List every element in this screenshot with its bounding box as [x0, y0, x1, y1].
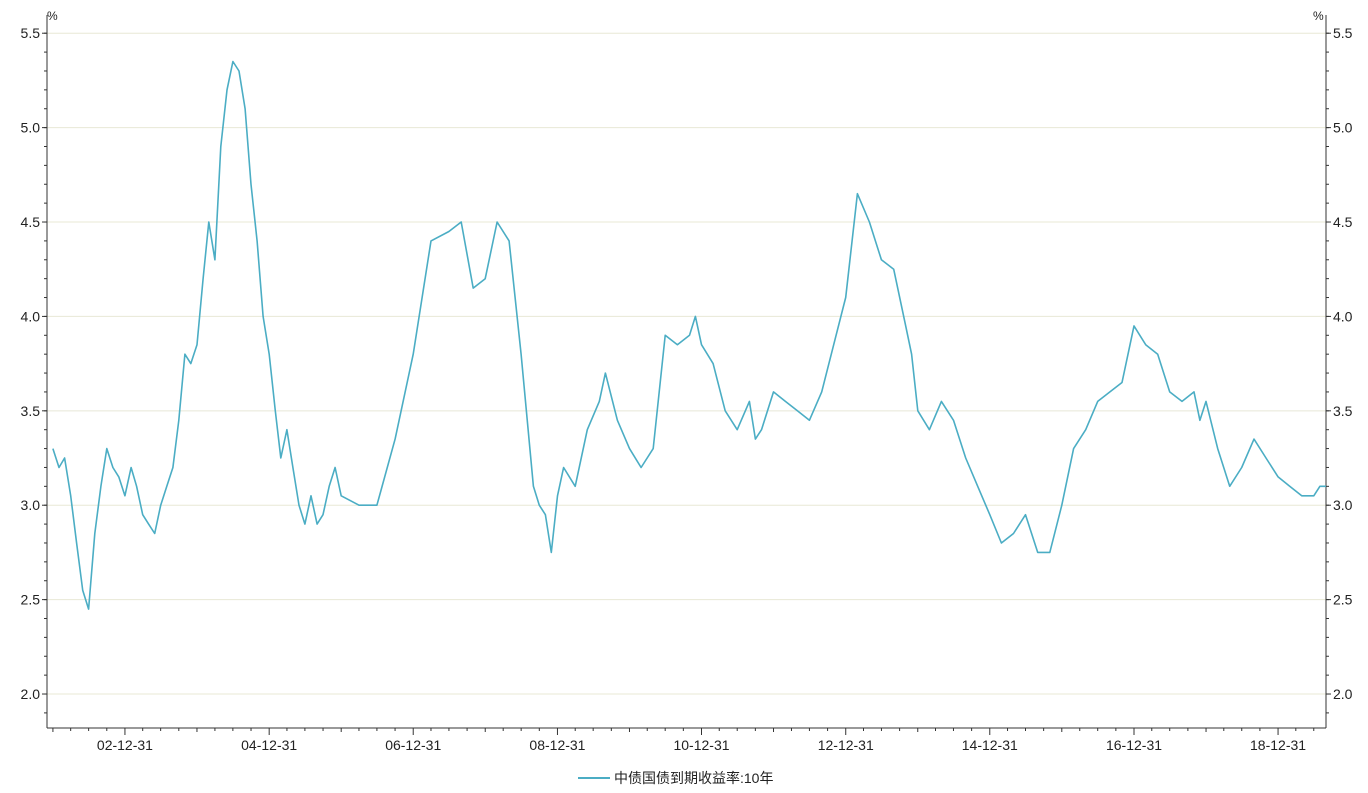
y-tick-label-left: 2.0 — [21, 686, 41, 702]
gridlines — [47, 32, 1326, 695]
y-tick-label-right: 5.5 — [1333, 25, 1353, 41]
legend: 中债国债到期收益率:10年 — [578, 770, 773, 786]
legend-label: 中债国债到期收益率:10年 — [614, 770, 773, 786]
x-tick-label: 08-12-31 — [529, 737, 585, 753]
y-tick-label-right: 4.5 — [1333, 214, 1353, 230]
right-unit-label: % — [1313, 9, 1324, 23]
y-tick-label-left: 2.5 — [21, 592, 41, 608]
y-tick-label-right: 3.0 — [1333, 497, 1353, 513]
y-tick-label-right: 3.5 — [1333, 403, 1353, 419]
y-tick-label-right: 4.0 — [1333, 308, 1353, 324]
series-layer — [52, 60, 1326, 610]
y-tick-label-left: 3.5 — [21, 403, 41, 419]
y-tick-label-right: 2.0 — [1333, 686, 1353, 702]
y-tick-label-right: 5.0 — [1333, 120, 1353, 136]
y-tick-label-left: 5.0 — [21, 120, 41, 136]
series-line-0 — [52, 60, 1326, 610]
x-tick-label: 18-12-31 — [1250, 737, 1306, 753]
y-tick-label-right: 2.5 — [1333, 592, 1353, 608]
x-tick-label: 16-12-31 — [1106, 737, 1162, 753]
y-tick-label-left: 5.5 — [21, 25, 41, 41]
x-tick-label: 14-12-31 — [962, 737, 1018, 753]
x-tick-label: 02-12-31 — [97, 737, 153, 753]
y-tick-label-left: 4.0 — [21, 308, 41, 324]
left-unit-label: % — [47, 9, 58, 23]
x-tick-label: 06-12-31 — [385, 737, 441, 753]
y-tick-label-left: 4.5 — [21, 214, 41, 230]
x-tick-label: 12-12-31 — [818, 737, 874, 753]
axes: 2.0 2.0 2.5 2.5 3.0 3.0 3.5 3.5 4.0 4.0 4.5 4.5 5.0 5… — [21, 15, 1353, 753]
x-tick-label: 04-12-31 — [241, 737, 297, 753]
y-tick-label-left: 3.0 — [21, 497, 41, 513]
x-tick-label: 10-12-31 — [673, 737, 729, 753]
